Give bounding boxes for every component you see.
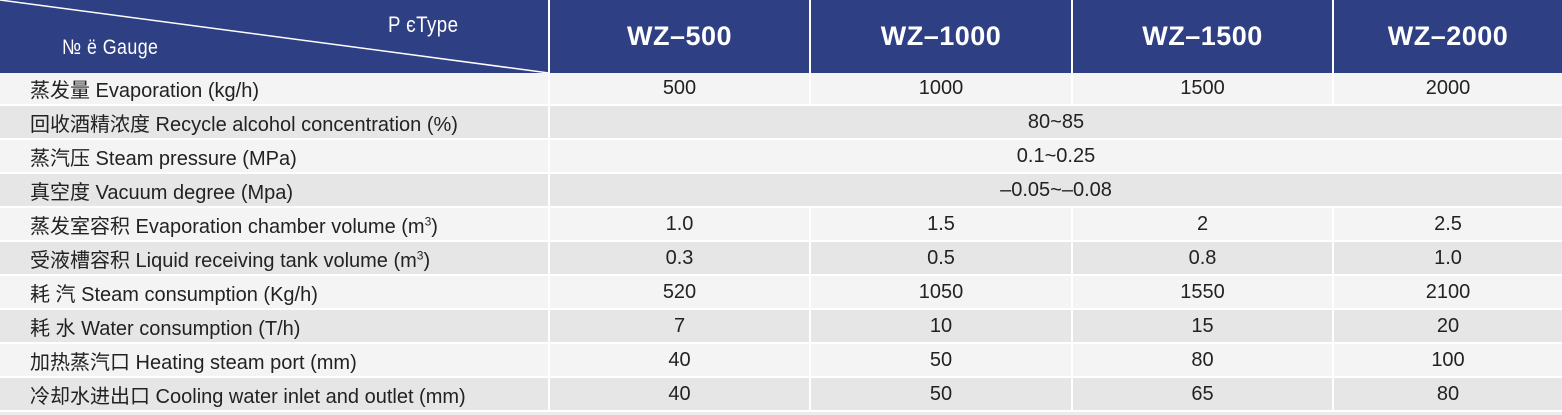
- row-label-text: 耗 汽 Steam consumption (Kg/h): [30, 283, 318, 306]
- value-cell: 20: [1333, 309, 1562, 344]
- type-corner-label: P єType: [388, 12, 459, 37]
- table-row: 耗 汽 Steam consumption (Kg/h) 520 1050 1550 2…: [0, 275, 1562, 310]
- row-label-text: 真空度 Vacuum degree (Mpa): [30, 181, 294, 204]
- merged-value-cell: –0.05~–0.08: [549, 173, 1562, 208]
- row-label: 真空度 Vacuum degree (Mpa): [0, 173, 550, 208]
- unit-superscript: 3: [416, 247, 424, 262]
- value-cell: 1050: [810, 275, 1073, 310]
- value-cell: 2: [1072, 207, 1334, 242]
- value-cell: 2100: [1333, 275, 1562, 310]
- model-header-wz1500: WZ–1500: [1072, 0, 1334, 73]
- row-label-text: 加热蒸汽口 Heating steam port (mm): [30, 351, 357, 374]
- table-row: 蒸汽压 Steam pressure (MPa) 0.1~0.25: [0, 139, 1562, 174]
- table-row: 耗 水 Water consumption (T/h) 7 10 15 20: [0, 309, 1562, 344]
- diagonal-divider: [0, 0, 547, 73]
- row-label: 加热蒸汽口 Heating steam port (mm): [0, 343, 550, 378]
- merged-value-cell: 0.1~0.25: [549, 139, 1562, 174]
- corner-header-cell: P єType № ё Gauge: [0, 0, 550, 73]
- value-cell: 2000: [1333, 73, 1562, 106]
- value-cell: 40: [549, 343, 811, 378]
- value-cell: 1.0: [1333, 241, 1562, 276]
- value-cell: 50: [810, 377, 1073, 412]
- value-cell: 520: [549, 275, 811, 310]
- table-row: 受液槽容积 Liquid receiving tank volume (m3) 0…: [0, 241, 1562, 276]
- value-cell: 1500: [1072, 73, 1334, 106]
- model-header-wz1000: WZ–1000: [810, 0, 1073, 73]
- row-label-tail: ): [431, 215, 438, 238]
- row-label: 回收酒精浓度 Recycle alcohol concentration (%): [0, 105, 550, 140]
- row-label: 蒸汽压 Steam pressure (MPa): [0, 139, 550, 174]
- table-row: 蒸发量 Evaporation (kg/h) 500 1000 1500 2000: [0, 73, 1562, 106]
- table-row: 真空度 Vacuum degree (Mpa) –0.05~–0.08: [0, 173, 1562, 208]
- value-cell: 80: [1333, 377, 1562, 412]
- row-label: 受液槽容积 Liquid receiving tank volume (m3): [0, 241, 550, 276]
- value-cell: 1.0: [549, 207, 811, 242]
- table-row: 冷却水进出口 Cooling water inlet and outlet (m…: [0, 377, 1562, 412]
- value-cell: 1.5: [810, 207, 1073, 242]
- table-row: 回收酒精浓度 Recycle alcohol concentration (%)…: [0, 105, 1562, 140]
- model-header-wz500: WZ–500: [549, 0, 811, 73]
- row-label-text: 蒸汽压 Steam pressure (MPa): [30, 147, 297, 170]
- header-row: P єType № ё Gauge WZ–500 WZ–1000 WZ–1500…: [0, 0, 1562, 73]
- row-label-text: 蒸发室容积 Evaporation chamber volume (m: [30, 215, 425, 238]
- value-cell: 1550: [1072, 275, 1334, 310]
- table-row: 蒸发室容积 Evaporation chamber volume (m3) 1.0…: [0, 207, 1562, 242]
- row-label-text: 回收酒精浓度 Recycle alcohol concentration (%): [30, 113, 458, 136]
- value-cell: 2.5: [1333, 207, 1562, 242]
- unit-superscript: 3: [424, 213, 432, 228]
- value-cell: 50: [810, 343, 1073, 378]
- row-label: 冷却水进出口 Cooling water inlet and outlet (m…: [0, 377, 550, 412]
- row-label: 蒸发量 Evaporation (kg/h): [0, 73, 550, 106]
- row-label-text: 耗 水 Water consumption (T/h): [30, 317, 301, 340]
- gauge-corner-label: № ё Gauge: [62, 36, 159, 59]
- value-cell: 15: [1072, 309, 1334, 344]
- table-row: 加热蒸汽口 Heating steam port (mm) 40 50 80 100: [0, 343, 1562, 378]
- value-cell: 100: [1333, 343, 1562, 378]
- row-label-text: 蒸发量 Evaporation (kg/h): [30, 80, 259, 102]
- row-label: 耗 汽 Steam consumption (Kg/h): [0, 275, 550, 310]
- row-label-text: 受液槽容积 Liquid receiving tank volume (m: [30, 249, 417, 272]
- value-cell: 0.8: [1072, 241, 1334, 276]
- value-cell: 65: [1072, 377, 1334, 412]
- value-cell: 40: [549, 377, 811, 412]
- row-label-tail: ): [423, 249, 431, 272]
- row-label: 蒸发室容积 Evaporation chamber volume (m3): [0, 207, 550, 242]
- value-cell: 1000: [810, 73, 1073, 106]
- value-cell: 10: [810, 309, 1073, 344]
- value-cell: 0.5: [810, 241, 1073, 276]
- model-header-wz2000: WZ–2000: [1333, 0, 1562, 73]
- value-cell: 0.3: [549, 241, 811, 276]
- value-cell: 500: [549, 73, 811, 106]
- row-label: 耗 水 Water consumption (T/h): [0, 309, 550, 344]
- row-label-text: 冷却水进出口 Cooling water inlet and outlet (m…: [30, 385, 466, 408]
- value-cell: 7: [549, 309, 811, 344]
- merged-value-cell: 80~85: [549, 105, 1562, 140]
- spec-table-body: 蒸发量 Evaporation (kg/h) 500 1000 1500 2000 回收酒…: [0, 73, 1562, 412]
- value-cell: 80: [1072, 343, 1334, 378]
